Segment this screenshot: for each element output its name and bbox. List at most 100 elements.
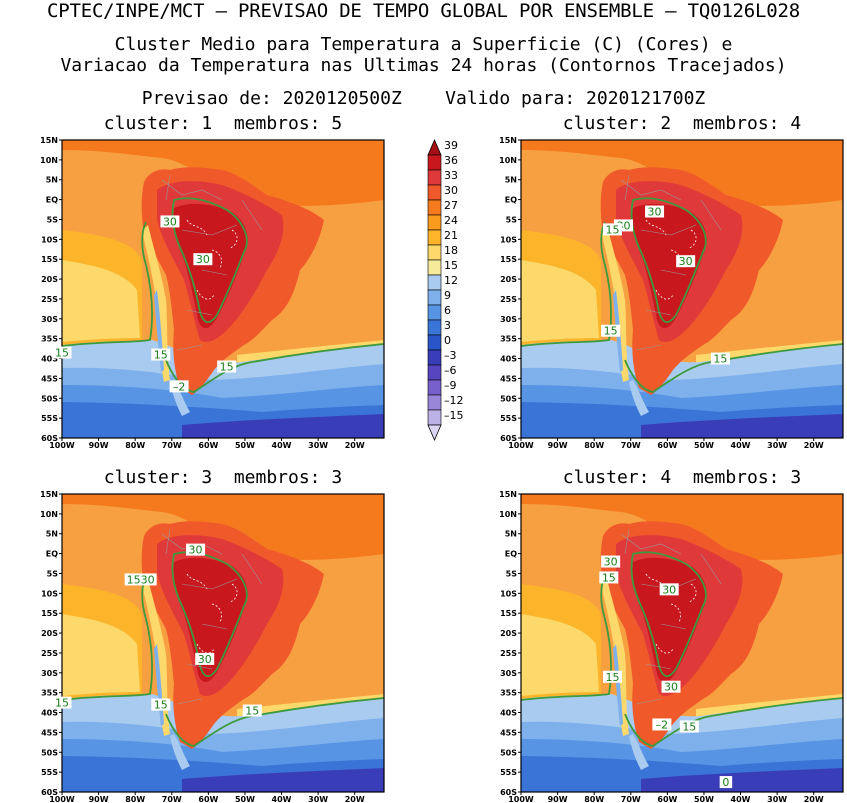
lat-tick-label: 5S bbox=[506, 215, 518, 224]
colorbar-segment bbox=[427, 424, 442, 442]
lat-tick-label: 50S bbox=[500, 394, 517, 403]
colorbar-segment bbox=[427, 334, 442, 351]
panel-title-cluster-2: cluster: 2 membros: 4 bbox=[562, 113, 802, 134]
colorbar-tick-label: 21 bbox=[444, 229, 458, 242]
contour-label: 15 bbox=[605, 223, 619, 236]
lon-tick-label: 50W bbox=[235, 795, 255, 803]
colorbar-tick-label: 27 bbox=[444, 199, 458, 212]
colorbar-tick-label: 6 bbox=[444, 304, 451, 317]
colorbar-segment bbox=[427, 349, 442, 366]
map-panel-4: 15N 10N 5N EQ 5S 10S 15S 20S 25S 30S 35S 40S 45S 50S 5… bbox=[499, 490, 844, 803]
contour-label: 15 bbox=[605, 671, 619, 684]
lat-tick-label: 55S bbox=[41, 414, 58, 423]
colorbar-segment bbox=[427, 229, 442, 246]
colorbar-tick-label: 24 bbox=[444, 214, 458, 227]
lon-tick-label: 50W bbox=[694, 441, 714, 450]
colorbar-tick-label: –3 bbox=[444, 349, 457, 362]
colorbar-tick-label: –12 bbox=[444, 394, 464, 407]
lat-tick-label: 10S bbox=[41, 235, 58, 244]
contour-label: 30 bbox=[648, 206, 662, 219]
colorbar-segment bbox=[427, 409, 442, 426]
lon-tick-label: 100W bbox=[508, 795, 534, 803]
lat-tick-label: 5N bbox=[46, 530, 58, 539]
lon-tick-label: 40W bbox=[731, 795, 751, 803]
colorbar-segment bbox=[427, 214, 442, 231]
contour-label: 30 bbox=[679, 255, 693, 268]
lon-tick-label: 60W bbox=[657, 441, 677, 450]
colorbar-segment bbox=[427, 138, 442, 156]
lat-tick-label: 50S bbox=[41, 748, 58, 757]
lat-tick-label: 55S bbox=[500, 414, 517, 423]
lon-tick-label: 80W bbox=[125, 441, 145, 450]
lat-tick-label: 40S bbox=[41, 709, 58, 718]
lat-tick-label: EQ bbox=[505, 550, 517, 559]
lat-tick-label: 40S bbox=[500, 709, 517, 718]
lat-tick-label: 55S bbox=[41, 768, 58, 777]
lat-tick-label: 35S bbox=[41, 689, 58, 698]
lon-tick-label: 90W bbox=[548, 795, 568, 803]
map-panel-3: 15N 10N 5N EQ 5S 10S 15S 20S 25S 30S 35S 40S 45S 50S 5… bbox=[40, 490, 385, 803]
colorbar-segment bbox=[427, 394, 442, 411]
colorbar-tick-label: –15 bbox=[444, 409, 464, 422]
colorbar-tick-label: 30 bbox=[444, 184, 458, 197]
lat-tick-label: 5N bbox=[46, 176, 58, 185]
lat-tick-label: 10N bbox=[499, 156, 517, 165]
lon-tick-label: 20W bbox=[345, 441, 365, 450]
lat-tick-label: 10N bbox=[40, 156, 58, 165]
contour-label: 15 bbox=[55, 347, 69, 360]
lat-tick-label: 5S bbox=[506, 569, 518, 578]
contour-label: 15 bbox=[713, 353, 727, 366]
contour-label: 30 bbox=[196, 253, 210, 266]
lat-tick-label: 35S bbox=[500, 689, 517, 698]
lat-tick-label: 15N bbox=[499, 136, 517, 145]
lat-tick-label: 10N bbox=[40, 510, 58, 519]
colorbar-segment bbox=[427, 259, 442, 276]
colorbar-segment bbox=[427, 244, 442, 261]
lat-tick-label: 25S bbox=[500, 649, 517, 658]
lat-tick-label: 15S bbox=[41, 255, 58, 264]
lon-tick-label: 70W bbox=[621, 441, 641, 450]
lat-tick-label: 10S bbox=[500, 235, 517, 244]
contour-label: 30 bbox=[604, 556, 618, 569]
lon-tick-label: 40W bbox=[731, 441, 751, 450]
lon-tick-label: 30W bbox=[767, 795, 787, 803]
lat-tick-label: 15S bbox=[500, 255, 517, 264]
colorbar-segment bbox=[427, 154, 442, 171]
lon-tick-label: 90W bbox=[548, 441, 568, 450]
lat-tick-label: EQ bbox=[46, 550, 58, 559]
lon-tick-label: 90W bbox=[89, 795, 109, 803]
contour-label: 15 bbox=[682, 720, 696, 733]
lat-tick-label: 15N bbox=[40, 136, 58, 145]
lat-tick-label: 60S bbox=[500, 434, 517, 443]
lat-tick-label: 40S bbox=[500, 355, 517, 364]
lat-tick-label: 50S bbox=[41, 394, 58, 403]
lat-tick-label: 40S bbox=[41, 355, 58, 364]
lat-tick-label: 10S bbox=[41, 589, 58, 598]
lat-tick-label: 30S bbox=[41, 669, 58, 678]
lon-tick-label: 100W bbox=[508, 441, 534, 450]
colorbar-tick-label: 39 bbox=[444, 139, 458, 152]
contour-label: 15 bbox=[602, 571, 616, 584]
lon-tick-label: 100W bbox=[49, 795, 75, 803]
lat-tick-label: 15N bbox=[499, 490, 517, 499]
lat-tick-label: 20S bbox=[500, 275, 517, 284]
lon-tick-label: 50W bbox=[235, 441, 255, 450]
contour-label: 30 bbox=[664, 681, 678, 694]
lat-tick-label: 30S bbox=[500, 669, 517, 678]
lon-tick-label: 90W bbox=[89, 441, 109, 450]
lon-tick-label: 30W bbox=[308, 795, 328, 803]
lat-tick-label: 45S bbox=[41, 728, 58, 737]
colorbar-segment bbox=[427, 304, 442, 321]
contour-label: 15 bbox=[154, 349, 168, 362]
panel-title-cluster-1: cluster: 1 membros: 5 bbox=[103, 113, 343, 134]
lon-tick-label: 70W bbox=[162, 441, 182, 450]
colorbar-tick-label: 12 bbox=[444, 274, 458, 287]
lat-tick-label: 60S bbox=[500, 788, 517, 797]
contour-label: 30 bbox=[189, 544, 203, 557]
lon-tick-label: 30W bbox=[308, 441, 328, 450]
lon-tick-label: 50W bbox=[694, 795, 714, 803]
lon-tick-label: 60W bbox=[198, 441, 218, 450]
colorbar-tick-label: –9 bbox=[444, 379, 457, 392]
